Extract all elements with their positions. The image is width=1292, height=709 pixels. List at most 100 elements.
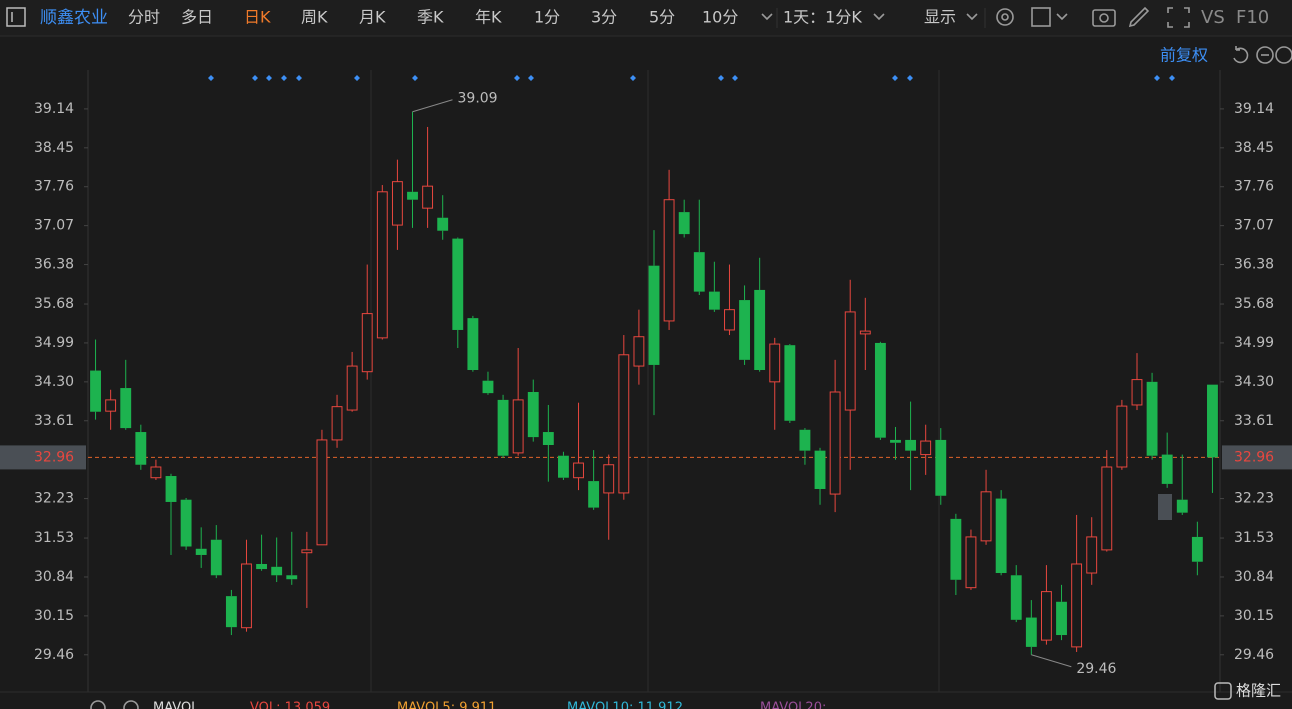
volume-settings-icon[interactable] [90, 700, 106, 709]
draw-box-icon[interactable] [1031, 7, 1051, 27]
y-tick-label: 29.46 [34, 647, 74, 663]
candle-body [648, 265, 660, 365]
box-arrow [1056, 13, 1068, 21]
candle-body [1116, 405, 1128, 468]
adjust-button[interactable]: 前复权 [1160, 46, 1208, 65]
settings-icon-core [1001, 13, 1009, 21]
candle-body [135, 432, 147, 465]
candle-body [814, 450, 826, 489]
y-tick-label-right: 38.45 [1234, 140, 1274, 156]
candle-body [603, 464, 615, 494]
volume-close-icon[interactable] [123, 700, 139, 709]
y-tick-label-right: 34.30 [1234, 374, 1274, 390]
period-tab[interactable]: 分时 [128, 8, 160, 27]
stock-name[interactable]: 顺鑫农业 [40, 8, 108, 28]
candle-body [1176, 499, 1188, 513]
candle-body [1191, 536, 1203, 562]
zoom-out-icon[interactable] [1256, 46, 1274, 64]
candle-body [301, 549, 313, 554]
y-tick-label: 31.53 [34, 530, 74, 546]
candle-body [150, 466, 162, 479]
candle-body [844, 311, 856, 411]
period-tab[interactable]: 日K [244, 8, 271, 27]
candle-body [739, 300, 750, 360]
fullscreen-icon[interactable] [1167, 7, 1190, 28]
reset-icon[interactable] [1233, 46, 1249, 64]
logo: 格隆汇 [1236, 682, 1281, 700]
volume-title: MAVOL [153, 701, 199, 709]
min-label: 29.46 [1076, 661, 1116, 677]
last-price-box [0, 445, 86, 470]
zoom-in-icon[interactable] [1275, 46, 1292, 64]
settings-icon[interactable] [996, 8, 1014, 26]
y-tick-label: 35.68 [34, 296, 74, 312]
candle-body [1040, 591, 1052, 641]
plot: 39.14 39.14 38.45 38.45 37.76 37.76 37.07 37.07… [0, 91, 1292, 677]
y-tick-label: 36.38 [34, 257, 74, 273]
candle-body [633, 336, 645, 367]
display-button[interactable]: 显示 [924, 8, 956, 27]
y-tick-label: 34.99 [34, 335, 74, 351]
candle-body [920, 440, 932, 456]
candle-body [271, 566, 283, 576]
period-tab[interactable]: 3分 [591, 8, 617, 27]
candle-body [331, 406, 343, 441]
y-tick-label-right: 30.15 [1234, 608, 1274, 624]
y-tick-label: 38.45 [34, 140, 74, 156]
candle-body [573, 462, 584, 479]
candle-body [1131, 379, 1143, 406]
candle-body [890, 439, 901, 443]
period-tabs: 分时 多日 日K 周K 月K 季K 年K 1分 3分 5分 10分 [128, 8, 738, 27]
menu-icon[interactable] [6, 7, 26, 27]
y-tick-label-right: 33.61 [1234, 413, 1274, 429]
pen-icon[interactable] [1128, 6, 1150, 28]
candle-body [105, 399, 117, 412]
y-tick-label: 37.76 [34, 179, 74, 195]
y-tick-label-right: 39.14 [1234, 101, 1274, 117]
candle-body [1025, 617, 1037, 647]
period-tab[interactable]: 1分 [534, 8, 560, 27]
candle-body [376, 191, 388, 339]
y-tick-label-right: 32.23 [1234, 491, 1274, 507]
period-tab[interactable]: 年K [475, 8, 502, 27]
candle-body [346, 365, 358, 411]
candle-body [1161, 454, 1173, 484]
y-tick-label-right: 31.53 [1234, 530, 1274, 546]
candle-body [1071, 563, 1083, 648]
candle-body [286, 575, 298, 580]
candle-body [391, 181, 403, 226]
vs-button[interactable]: VS [1201, 7, 1225, 28]
period-tab[interactable]: 5分 [649, 8, 675, 27]
candle-body [693, 252, 705, 292]
period-select[interactable]: 1天：1分K [783, 8, 862, 27]
period-tab[interactable]: 月K [359, 8, 386, 27]
candle-body [256, 563, 268, 570]
candle-body [407, 191, 418, 200]
candle-body [497, 399, 509, 456]
candle-body [527, 391, 539, 438]
y-tick-label: 37.07 [34, 218, 74, 234]
candle-body [965, 536, 977, 589]
candle-body [452, 238, 464, 330]
candle-body [588, 481, 600, 508]
camera-icon[interactable] [1092, 9, 1116, 27]
candle-body [467, 318, 479, 371]
candle-body [678, 212, 690, 235]
y-tick-label-right: 35.68 [1234, 296, 1274, 312]
candle-body [1010, 575, 1022, 620]
candle-body [195, 548, 207, 555]
candle-body [241, 563, 252, 629]
candle-body [1056, 601, 1067, 636]
period-tab[interactable]: 10分 [702, 8, 738, 27]
period-tab[interactable]: 季K [417, 8, 444, 27]
period-tab[interactable]: 多日 [181, 8, 213, 27]
y-tick-label-right: 37.07 [1234, 218, 1274, 234]
mavol5: MAVOL5: 9,911 [397, 701, 496, 709]
more-arrow[interactable] [761, 13, 773, 21]
period-tab[interactable]: 周K [301, 8, 328, 27]
f10-button[interactable]: F10 [1236, 7, 1269, 28]
candle-body [950, 518, 962, 580]
mavol10: MAVOL10: 11,912 [567, 701, 683, 709]
